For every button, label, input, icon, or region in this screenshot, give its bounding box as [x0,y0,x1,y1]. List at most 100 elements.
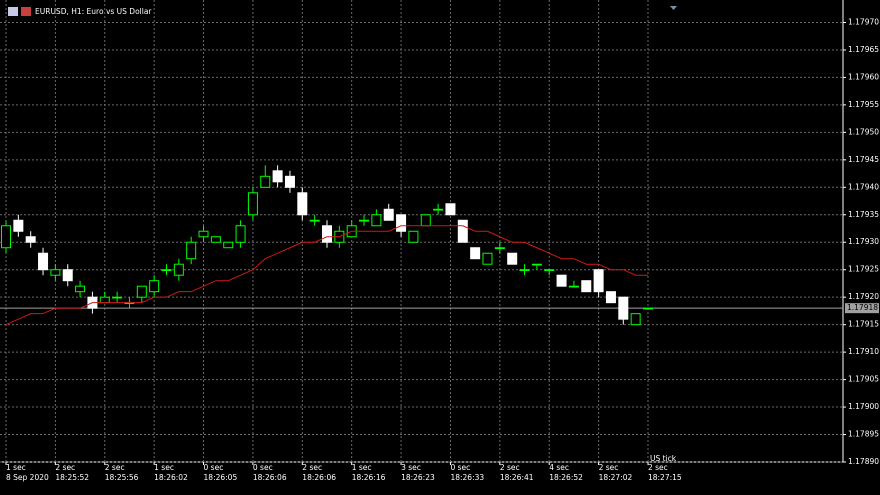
candle-body [198,230,209,238]
x-duration-label: 4 sec [549,463,569,472]
candle-body [396,214,407,232]
x-tick-label: 18:26:33 [450,473,484,482]
x-duration-label: 2 sec [648,463,668,472]
x-tick-label: 18:26:41 [500,473,534,482]
candle-body [13,219,24,232]
y-tick-label: 1.17950 [848,127,879,136]
x-tick-label: 18:26:52 [549,473,583,482]
candle-body [50,269,61,276]
y-tick-label: 1.17910 [848,347,879,356]
y-tick-label: 1.17965 [848,45,879,54]
candle-body [62,269,73,282]
candle-body [38,252,49,271]
x-duration-label: 1 sec [6,463,26,472]
candle-body [99,296,110,304]
candle-body [581,280,592,293]
y-tick-label: 1.17935 [848,210,879,219]
x-duration-label: 0 sec [204,463,224,472]
x-duration-label: 1 sec [352,463,372,472]
candle-body [112,296,123,299]
flag-us [21,7,31,16]
x-duration-label: 0 sec [450,463,470,472]
x-duration-label: 2 sec [302,463,322,472]
candle-body [75,285,86,293]
x-tick-label: 18:25:52 [55,473,89,482]
chart-title: EURUSD, H1: Euro vs US Dollar [35,7,152,16]
candle-body [173,263,184,276]
candle-body [618,296,629,320]
candle-body [556,274,567,287]
y-tick-label: 1.17955 [848,100,879,109]
candle-body [210,236,221,243]
y-tick-label: 1.17915 [848,320,879,329]
candle-body [359,219,370,222]
candle-body [186,241,197,260]
y-tick-label: 1.17905 [848,375,879,384]
x-tick-label: 18:26:06 [302,473,336,482]
moving-average [5,225,648,326]
x-duration-label: 2 sec [55,463,75,472]
x-duration-label: 1 sec [154,463,174,472]
x-duration-label: 2 sec [105,463,125,472]
candle-body [321,225,332,243]
candle-body [593,269,604,293]
candle-body [605,291,616,304]
candle-body [309,219,320,222]
candle-body [247,192,258,216]
candle-body [408,230,419,243]
candle-body [371,214,382,227]
y-tick-label: 1.17930 [848,237,879,246]
candle-body [260,175,271,188]
candle-body [223,241,234,249]
x-tick-label: 8 Sep 2020 [6,473,49,482]
last-price-box [845,303,879,314]
last-price-label: 1.17918 [847,303,878,312]
y-tick-label: 1.17920 [848,292,879,301]
shift-marker [670,6,677,10]
candle-body [149,280,160,293]
candle-body [544,269,555,272]
candle-body [531,263,542,266]
candle-body [630,313,641,326]
flag-eu [8,7,18,16]
y-tick-label: 1.17895 [848,430,879,439]
x-tick-label: 18:25:56 [105,473,139,482]
x-duration-label: 2 sec [500,463,520,472]
y-tick-label: 1.17970 [848,17,879,26]
candle-body [284,175,295,188]
candle-body [136,285,147,298]
x-tick-label: 18:26:06 [253,473,287,482]
candle-body [470,247,481,260]
x-tick-label: 18:26:23 [401,473,435,482]
y-tick-label: 1.17900 [848,402,879,411]
candle-body [445,203,456,216]
candle-body [507,252,518,265]
candle-body [272,170,283,183]
candle-body [383,208,394,221]
candle-body [642,307,653,310]
candle-body [433,208,444,211]
y-tick-label: 1.17890 [848,457,879,466]
candle-body [568,285,579,288]
y-tick-label: 1.17925 [848,265,879,274]
y-tick-label: 1.17960 [848,72,879,81]
x-duration-label: 0 sec [253,463,273,472]
scale-label: US tick [650,454,677,463]
candle-body [420,214,431,227]
candle-body [235,225,246,243]
candle-body [482,252,493,265]
candle-body [494,247,505,250]
x-tick-label: 18:27:02 [599,473,633,482]
candle-body [457,219,468,243]
x-duration-label: 3 sec [401,463,421,472]
candle-body [519,269,530,272]
x-duration-label: 2 sec [599,463,619,472]
y-tick-label: 1.17945 [848,155,879,164]
candle-body [25,236,36,243]
x-tick-label: 18:27:15 [648,473,682,482]
candle-body [1,225,11,249]
y-tick-label: 1.17940 [848,182,879,191]
x-tick-label: 18:26:16 [352,473,386,482]
